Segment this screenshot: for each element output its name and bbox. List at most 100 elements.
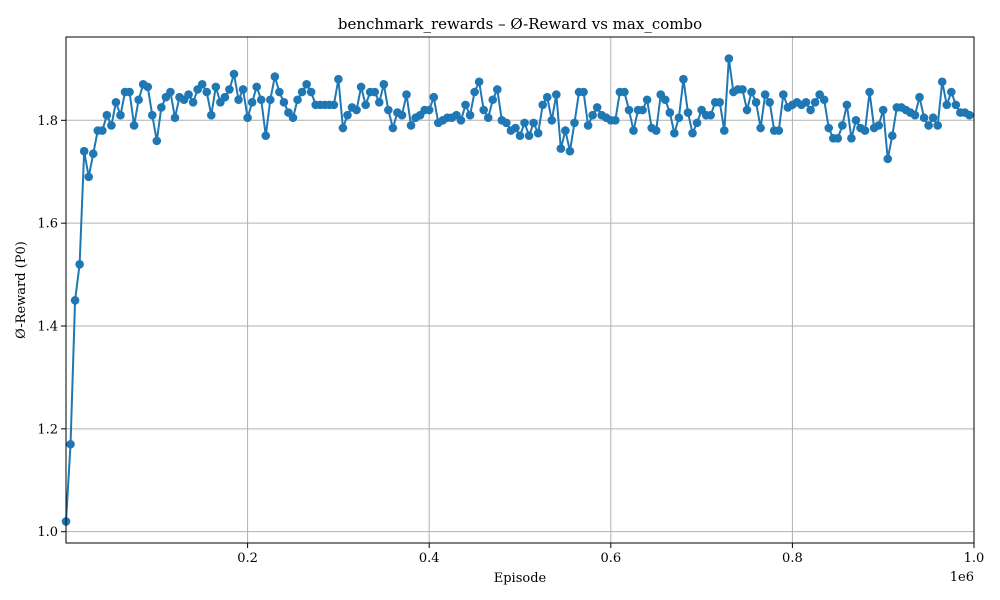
- data-point: [933, 121, 942, 130]
- data-point: [760, 90, 770, 99]
- data-point: [874, 121, 883, 130]
- data-point: [402, 90, 411, 99]
- x-tick-label: 0.8: [782, 551, 803, 566]
- data-point: [293, 95, 302, 105]
- x-axis-label: Episode: [494, 571, 547, 586]
- data-point: [915, 92, 924, 102]
- data-point: [234, 95, 243, 105]
- data-point: [561, 126, 570, 135]
- data-point: [542, 92, 552, 102]
- data-point: [937, 77, 947, 87]
- data-point: [70, 295, 80, 305]
- data-point: [256, 95, 266, 105]
- data-point: [474, 77, 484, 87]
- data-point: [116, 110, 125, 120]
- data-point: [919, 113, 929, 123]
- data-point: [824, 123, 834, 133]
- x-tick-label: 0.6: [600, 551, 621, 566]
- y-tick-label: 1.8: [37, 114, 58, 129]
- x-tick-label: 1.0: [964, 551, 985, 566]
- data-point: [388, 123, 398, 133]
- data-point: [88, 149, 98, 159]
- data-point: [552, 90, 561, 99]
- data-point: [188, 98, 198, 107]
- data-point: [361, 100, 370, 110]
- data-point: [302, 80, 311, 89]
- data-point: [692, 118, 702, 128]
- data-point: [338, 123, 348, 133]
- data-point: [965, 110, 974, 120]
- data-point: [502, 118, 511, 128]
- data-point: [847, 134, 856, 143]
- data-point: [75, 259, 84, 269]
- data-point: [406, 121, 416, 130]
- data-point: [147, 110, 157, 120]
- data-point: [883, 154, 893, 164]
- data-point: [206, 110, 216, 120]
- data-point: [279, 98, 289, 107]
- data-point: [243, 113, 252, 123]
- data-point: [683, 108, 693, 117]
- data-point: [356, 82, 366, 92]
- data-point: [651, 126, 661, 135]
- data-point: [238, 85, 248, 94]
- data-point: [706, 110, 715, 120]
- data-point: [397, 110, 407, 120]
- y-tick-label: 1.4: [37, 319, 58, 334]
- data-point: [225, 85, 234, 94]
- y-tick-label: 1.6: [37, 217, 58, 232]
- y-tick-label: 1.2: [37, 422, 58, 437]
- data-point: [951, 100, 961, 110]
- data-point: [379, 80, 389, 89]
- x-offset-label: 1e6: [950, 570, 974, 585]
- data-point: [66, 439, 75, 449]
- data-point: [738, 85, 747, 94]
- data-point: [202, 87, 212, 97]
- x-tick-label: 0.4: [419, 551, 440, 566]
- chart-title: benchmark_rewards – Ø-Reward vs max_comb…: [338, 15, 702, 33]
- data-point: [261, 131, 271, 141]
- data-point: [629, 126, 638, 135]
- data-point: [588, 110, 597, 120]
- data-point: [515, 131, 525, 141]
- data-point: [928, 113, 938, 123]
- data-point: [229, 69, 239, 79]
- data-point: [810, 98, 820, 107]
- data-point: [878, 105, 888, 115]
- data-point: [488, 95, 498, 105]
- data-point: [620, 87, 629, 97]
- data-point: [801, 98, 811, 107]
- data-point: [102, 110, 112, 120]
- data-point: [220, 92, 230, 102]
- data-point: [493, 85, 502, 94]
- data-point: [384, 105, 393, 115]
- data-point: [197, 80, 207, 89]
- data-point: [642, 95, 652, 105]
- data-point: [370, 87, 380, 97]
- data-point: [270, 72, 280, 81]
- y-axis-label: Ø-Reward (P0): [14, 241, 29, 339]
- data-point: [583, 121, 593, 130]
- data-point: [129, 121, 139, 130]
- data-point: [806, 105, 815, 115]
- data-point: [84, 172, 93, 182]
- data-point: [479, 105, 488, 115]
- data-point: [538, 100, 547, 110]
- data-point: [579, 87, 588, 97]
- data-point: [910, 110, 920, 120]
- y-tick-label: 1.0: [37, 525, 58, 540]
- data-point: [765, 98, 774, 107]
- data-point: [887, 131, 897, 141]
- data-point: [461, 100, 470, 110]
- data-point: [688, 128, 697, 138]
- data-point: [679, 74, 688, 84]
- data-point: [275, 87, 284, 97]
- data-point: [520, 118, 529, 128]
- data-point: [424, 105, 434, 115]
- data-point: [456, 116, 466, 125]
- data-point: [724, 54, 734, 63]
- data-point: [184, 90, 193, 99]
- data-point: [742, 105, 752, 115]
- tick-layer: 0.2 0.4 0.6 0.8 1.0 1.0 1.2 1.4 1.6 1.8: [37, 114, 984, 566]
- data-point: [266, 95, 275, 105]
